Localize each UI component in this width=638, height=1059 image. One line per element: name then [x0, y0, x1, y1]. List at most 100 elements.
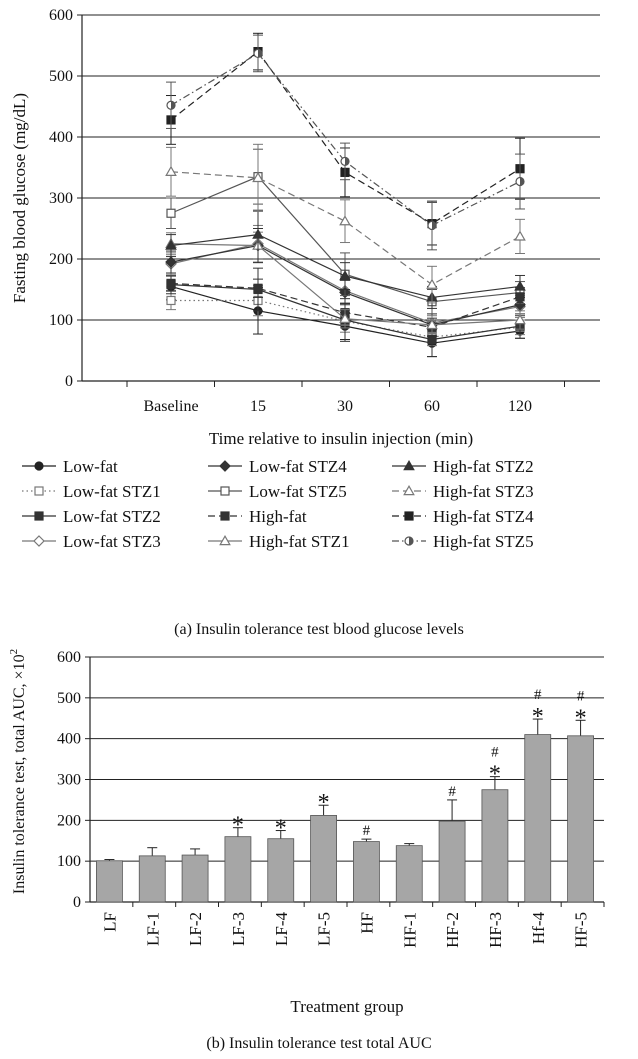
chart-b-bar [524, 734, 552, 903]
chart-a-point [253, 283, 263, 293]
chart-a-ytick-label: 100 [49, 312, 73, 329]
chart-a-ytick-label: 0 [65, 373, 73, 390]
legend-label: Low-fat STZ3 [63, 532, 161, 551]
chart-a-point [166, 208, 176, 218]
chart-b-bar [181, 854, 209, 903]
chart-b-annotation: # [577, 688, 585, 704]
legend-marker [34, 461, 44, 471]
chart-a-ylabel: Fasting blood glucose (mg/dL) [10, 93, 29, 303]
legend-item: Low-fat STZ3 [22, 532, 161, 551]
chart-b-xlabel: Treatment group [290, 997, 403, 1016]
legend-item: Low-fat [22, 457, 118, 476]
chart-a-series-line [170, 171, 521, 286]
legend-item: High-fat STZ3 [392, 482, 534, 501]
chart-a-point [165, 239, 177, 250]
legend-item: Low-fat STZ1 [22, 482, 161, 501]
chart-a-legend: Low-fat Low-fat STZ1 Low-fat STZ2 Low-fat S… [22, 457, 534, 551]
legend-marker [404, 511, 414, 521]
chart-a-point [426, 278, 438, 289]
chart-b-annotation: * [318, 790, 330, 816]
chart-a-point-half [171, 101, 175, 110]
chart-b-bar [138, 855, 166, 903]
chart-b-annotation: # [363, 823, 371, 839]
chart-a-glucose-lines: 0 100 200 300 400 500 600 Baseline 15 30 60 120 Time… [10, 7, 600, 448]
legend-item: High-fat STZ4 [392, 507, 534, 526]
legend-marker [220, 486, 230, 496]
chart-a-point-half [258, 49, 262, 58]
chart-b-bar [481, 789, 509, 903]
legend-label: High-fat STZ4 [433, 507, 534, 526]
legend-label: High-fat STZ2 [433, 457, 534, 476]
chart-b-xtick-label: HF-1 [400, 912, 419, 948]
chart-b-annotation: * [489, 762, 501, 788]
chart-b-xtick-label: HF [357, 912, 376, 934]
chart-b-bar [395, 845, 423, 903]
chart-b-annotation: * [275, 816, 287, 842]
legend-marker [34, 486, 44, 496]
chart-b-xtick-label: LF-5 [315, 912, 334, 946]
chart-b-annotation: * [532, 704, 544, 730]
legend-label: Low-fat STZ5 [249, 482, 347, 501]
chart-a-xtick-label: 60 [424, 398, 440, 415]
chart-a-point [514, 280, 526, 291]
chart-a-point [166, 295, 176, 306]
legend-label: Low-fat STZ2 [63, 507, 161, 526]
chart-a-point [165, 165, 177, 176]
chart-a-point [339, 312, 351, 323]
chart-a-xlabel: Time relative to insulin injection (min) [209, 429, 473, 448]
chart-b-ytick-label: 300 [57, 772, 81, 789]
chart-a-caption: (a) Insulin tolerance test blood glucose… [174, 621, 464, 638]
chart-a-point [514, 313, 526, 325]
legend-marker [220, 511, 230, 521]
chart-b-annotation: * [575, 705, 587, 731]
legend-marker [403, 459, 415, 471]
legend-label: High-fat STZ1 [249, 532, 350, 551]
legend-item: High-fat STZ5 [392, 532, 534, 551]
chart-b-xtick-label: Hf-4 [529, 912, 548, 945]
chart-b-xtick-label: LF-1 [143, 912, 162, 946]
chart-b-ytick-label: 600 [57, 649, 81, 666]
chart-b-xtick-label: LF-4 [272, 912, 291, 947]
chart-b-annotation: # [534, 687, 542, 703]
chart-b-xtick-label: LF-3 [229, 912, 248, 946]
chart-b-annotation: # [448, 784, 456, 800]
chart-b-annotation: # [491, 745, 499, 761]
legend-label: Low-fat STZ1 [63, 482, 161, 501]
chart-a-point-half [520, 177, 524, 186]
chart-b-ytick-label: 500 [57, 690, 81, 707]
legend-marker [34, 511, 44, 521]
chart-b-bar [353, 841, 380, 903]
chart-a-ytick-label: 400 [49, 129, 73, 146]
legend-marker [403, 484, 415, 496]
chart-a-series-line [170, 52, 521, 227]
legend-item: Low-fat STZ2 [22, 507, 161, 526]
legend-marker-half [409, 537, 413, 545]
chart-b-xtick-label: HF-3 [486, 912, 505, 948]
chart-a-point-half [432, 221, 436, 230]
chart-b-bar [96, 860, 123, 903]
chart-a-point-half [345, 157, 349, 166]
chart-b-ytick-label: 100 [57, 853, 81, 870]
legend-label: Low-fat [63, 457, 118, 476]
chart-b-bar [567, 735, 594, 903]
chart-a-series [166, 34, 525, 251]
chart-b-xtick-label: LF-2 [186, 912, 205, 946]
chart-b-xtick-label: LF [100, 912, 119, 932]
chart-a-ytick-label: 200 [49, 251, 73, 268]
chart-a-xtick-label: 120 [508, 398, 532, 415]
chart-a-point [252, 171, 264, 183]
chart-a-ytick-label: 500 [49, 68, 73, 85]
legend-label: Low-fat STZ4 [249, 457, 347, 476]
legend-item: High-fat STZ2 [392, 457, 534, 476]
chart-a-point [252, 228, 264, 239]
chart-a-xtick-label: 15 [250, 398, 266, 415]
chart-b-annotation: * [232, 813, 244, 839]
legend-item: Low-fat STZ5 [208, 482, 347, 501]
legend-label: High-fat [249, 507, 307, 526]
chart-a-point [166, 278, 176, 288]
chart-a-xtick-label: Baseline [143, 398, 198, 415]
legend-marker [219, 534, 231, 546]
chart-b-xtick-label: HF-2 [443, 912, 462, 948]
chart-a-point [165, 256, 177, 268]
